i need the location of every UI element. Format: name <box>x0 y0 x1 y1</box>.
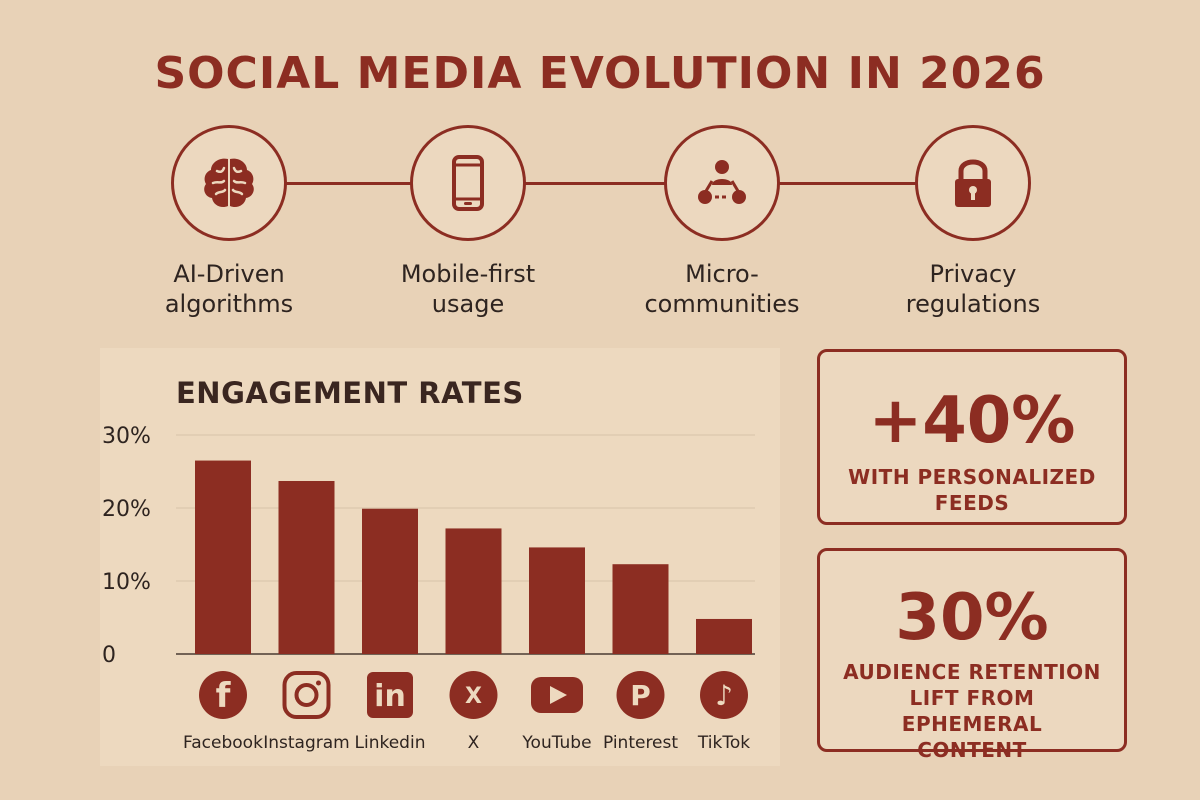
svg-text:in: in <box>374 679 406 714</box>
facebook-icon: f <box>199 671 247 719</box>
padlock-icon <box>955 159 991 207</box>
timeline-connector <box>230 182 970 185</box>
feature-label-line2: communities <box>644 290 800 318</box>
stat-value: 30% <box>895 581 1049 655</box>
page-title: SOCIAL MEDIA EVOLUTION IN 2026 <box>154 48 1046 99</box>
smartphone-icon <box>452 155 484 211</box>
y-tick-label: 0 <box>102 643 116 668</box>
feature-circle <box>664 125 780 241</box>
x-icon: X <box>449 671 498 719</box>
feature-label-line2: regulations <box>905 290 1041 318</box>
feature-label-line1: Mobile-first <box>400 260 536 288</box>
feature-label: AI-Driven algorithms <box>119 259 339 319</box>
x-tick-label: Facebook <box>183 733 263 753</box>
tiktok-icon: ♪ <box>700 671 748 719</box>
feature-label: Micro- communities <box>612 259 832 319</box>
feature-circle <box>171 125 287 241</box>
bar <box>445 528 502 654</box>
brain-icon <box>204 158 254 208</box>
feature-circle <box>915 125 1031 241</box>
bar <box>696 618 752 654</box>
linkedin-icon: in <box>367 672 413 718</box>
feature-label: Mobile-first usage <box>358 259 578 319</box>
youtube-icon <box>531 677 583 713</box>
svg-text:f: f <box>216 676 232 716</box>
stat-description: AUDIENCE RETENTION LIFT FROM EPHEMERAL C… <box>820 659 1124 763</box>
pinterest-icon: P <box>616 671 665 719</box>
y-tick-label: 30% <box>102 424 151 449</box>
engagement-bar-chart: 0 10% 20% 30% f Facebook Instagram in Linkedin X X… <box>102 424 755 753</box>
stat-card-ephemeral-content: 30% AUDIENCE RETENTION LIFT FROM EPHEMER… <box>817 548 1127 762</box>
stat-desc-line2: LIFT FROM EPHEMERAL <box>901 686 1043 736</box>
x-tick-label: Linkedin <box>355 733 426 753</box>
bar <box>529 547 585 654</box>
feature-ai-driven: AI-Driven algorithms <box>119 125 339 319</box>
feature-label-line1: Privacy <box>929 260 1017 288</box>
feature-privacy-regulations: Privacy regulations <box>863 125 1083 319</box>
bar <box>612 564 669 654</box>
stat-desc-line3: CONTENT <box>917 738 1027 762</box>
y-tick-label: 10% <box>102 570 151 595</box>
feature-label: Privacy regulations <box>863 259 1083 319</box>
chart-title: ENGAGEMENT RATES <box>176 376 524 410</box>
x-tick-label: Pinterest <box>603 733 678 753</box>
feature-label-line2: usage <box>431 290 505 318</box>
bar <box>195 460 251 654</box>
feature-mobile-first: Mobile-first usage <box>358 125 578 319</box>
svg-text:♪: ♪ <box>715 679 733 712</box>
x-tick-label: YouTube <box>521 733 591 753</box>
feature-circle <box>410 125 526 241</box>
x-tick-label: Instagram <box>263 733 350 753</box>
feature-label-line1: Micro- <box>685 260 759 288</box>
svg-text:X: X <box>465 684 482 709</box>
x-tick-label: TikTok <box>697 733 750 753</box>
svg-text:P: P <box>630 679 651 712</box>
community-network-icon <box>698 160 746 204</box>
instagram-icon <box>282 671 331 719</box>
feature-micro-communities: Micro- communities <box>612 125 832 319</box>
stat-value: +40% <box>868 384 1076 458</box>
feature-label-line2: algorithms <box>164 290 294 318</box>
stat-desc-line1: WITH PERSONALIZED <box>848 465 1096 489</box>
x-tick-label: X <box>468 733 480 753</box>
bar <box>278 480 335 654</box>
stat-desc-line2: FEEDS <box>934 491 1010 515</box>
stat-desc-line1: AUDIENCE RETENTION <box>843 660 1101 684</box>
bar <box>362 508 418 654</box>
y-tick-label: 20% <box>102 497 151 522</box>
stat-card-personalized-feeds: +40% WITH PERSONALIZED FEEDS <box>817 349 1127 525</box>
stat-description: WITH PERSONALIZED FEEDS <box>820 464 1124 516</box>
feature-label-line1: AI-Driven <box>173 260 285 288</box>
